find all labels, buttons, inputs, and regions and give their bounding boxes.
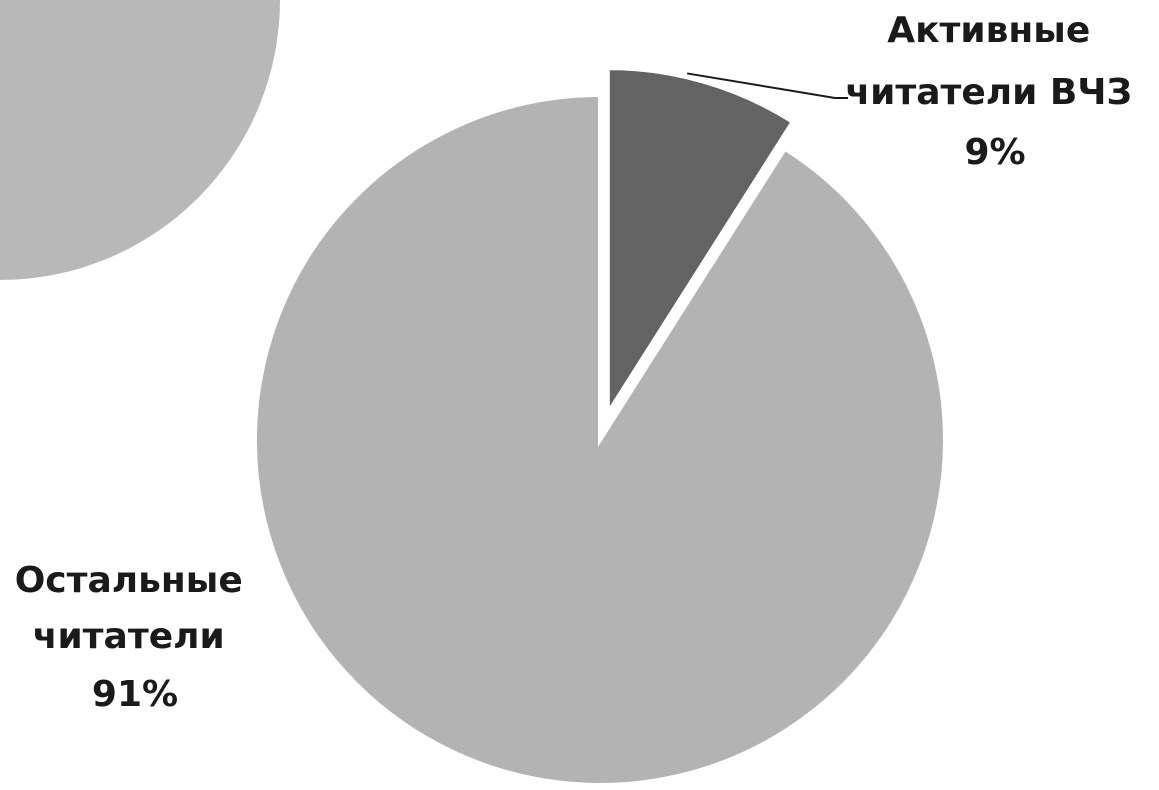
slice-label-active-line-3: 9%: [964, 132, 1025, 173]
slice-label-active: Активные читатели ВЧЗ 9%: [845, 10, 1144, 173]
slice-label-rest-line-2: читатели: [33, 616, 225, 657]
slice-label-rest: Остальные читатели 91%: [15, 560, 256, 715]
slice-label-active-line-2: читатели ВЧЗ: [845, 72, 1132, 113]
slice-label-rest-line-1: Остальные: [15, 560, 243, 601]
slices-layer: [253, 66, 947, 787]
pie-slice-rest: [253, 92, 947, 787]
leader-line: [686, 72, 848, 99]
slice-label-active-line-1: Активные: [887, 10, 1090, 51]
slice-label-rest-line-3: 91%: [92, 674, 178, 715]
background-decorative-circle: [0, 0, 280, 280]
pie-slice-active: [605, 66, 796, 420]
